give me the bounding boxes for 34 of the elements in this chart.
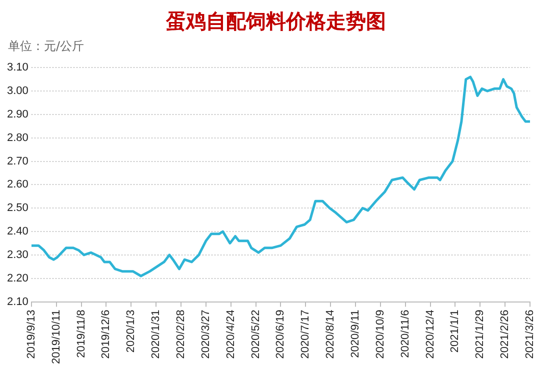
x-tick-label: 2020/1/31 [150,310,162,359]
y-tick-label: 3.10 [6,62,28,74]
x-tick-label: 2021/1/1 [449,310,462,353]
y-tick-label: 3.00 [6,85,28,98]
x-tick-label: 2020/7/17 [300,310,312,359]
x-tick-label: 2020/10/9 [374,310,386,359]
y-tick-label: 2.10 [6,296,28,308]
y-tick-label: 2.40 [6,226,28,238]
x-tick-label: 2019/12/6 [100,310,112,359]
y-tick-label: 2.60 [6,178,28,191]
x-tick-label: 2020/2/28 [175,310,188,359]
y-tick-label: 2.90 [6,108,28,120]
x-tick-label: 2020/11/6 [399,310,412,358]
x-tick-label: 2020/5/22 [250,310,262,359]
chart-title: 蛋鸡自配饲料价格走势图 [164,8,387,35]
y-tick-label: 2.70 [6,155,28,168]
y-tick-label: 2.50 [6,202,28,214]
x-tick-label: 2020/1/3 [125,310,138,353]
x-tick-label: 2021/2/26 [499,310,512,359]
x-tick-label: 2021/1/29 [474,310,486,359]
x-tick-label: 2020/8/14 [324,310,337,359]
x-tick-label: 2019/11/8 [75,310,88,358]
x-tick-label: 2020/4/24 [224,310,237,359]
x-tick-label: 2020/12/4 [424,310,436,359]
x-tick-label: 2019/9/13 [25,310,38,359]
y-axis-title: 单位：元/公斤 [7,38,86,55]
x-tick-label: 2021/3/26 [524,310,536,359]
y-tick-label: 2.80 [6,132,28,144]
x-tick-label: 2020/3/27 [200,310,212,359]
x-tick-label: 2020/9/11 [350,310,362,358]
y-tick-label: 2.30 [6,248,28,261]
x-tick-label: 2020/6/19 [274,310,287,359]
x-tick-label: 2019/10/11 [50,310,62,364]
y-tick-label: 2.20 [6,272,28,284]
